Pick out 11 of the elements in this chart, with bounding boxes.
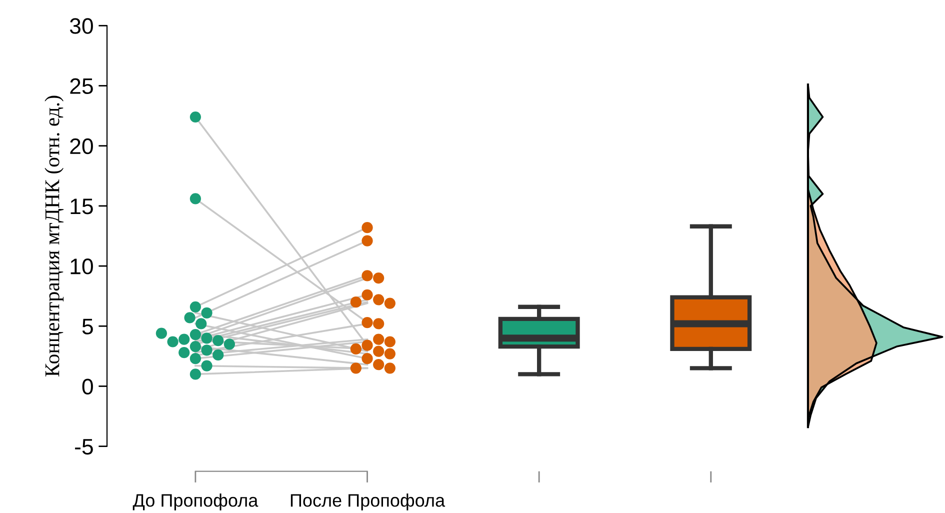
x-tick-label: После Пропофола xyxy=(290,494,446,510)
y-tick-label: 0 xyxy=(82,378,93,394)
y-tick-label: 20 xyxy=(70,138,93,154)
x-tick-label: До Пропофола xyxy=(132,494,258,510)
y-tick-label: 15 xyxy=(70,198,93,214)
y-axis-title: Концентрация мтДНК (отн. ед.) xyxy=(44,96,64,376)
y-tick-label: 25 xyxy=(70,78,93,94)
y-tick-label: -5 xyxy=(75,439,93,455)
y-tick-label: 30 xyxy=(70,18,93,34)
y-tick-label: 10 xyxy=(70,258,93,274)
y-tick-label: 5 xyxy=(82,318,93,334)
